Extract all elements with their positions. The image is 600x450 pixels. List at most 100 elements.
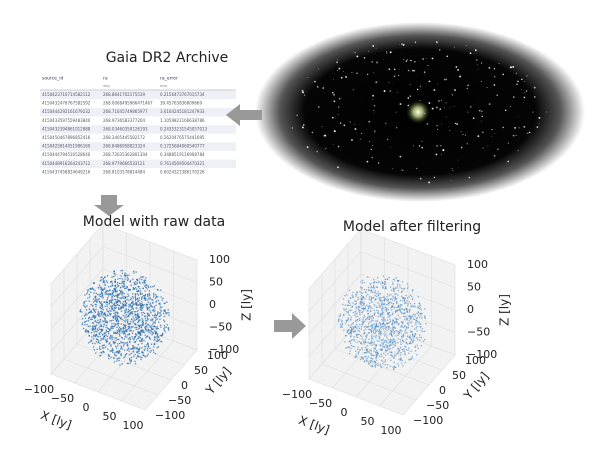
point [383, 303, 386, 305]
point [386, 303, 388, 306]
point [388, 315, 391, 317]
point [81, 323, 83, 326]
point [419, 304, 421, 306]
point [124, 342, 126, 344]
point [399, 307, 401, 309]
point [93, 349, 95, 351]
point [134, 363, 137, 365]
point [389, 351, 391, 353]
point [135, 326, 138, 329]
point [121, 292, 123, 294]
star [479, 109, 481, 112]
point [364, 298, 366, 300]
star [468, 176, 470, 179]
point [126, 286, 128, 288]
point [411, 321, 413, 323]
point [360, 303, 363, 305]
point [137, 312, 139, 315]
point [366, 318, 368, 320]
point [113, 298, 115, 301]
point [406, 327, 408, 329]
table-cell: 0.7614569504470321 [160, 161, 205, 166]
point [129, 362, 131, 364]
point [153, 346, 155, 348]
point [371, 315, 373, 318]
star [366, 73, 369, 76]
point [411, 325, 413, 327]
point [127, 315, 129, 318]
point [391, 328, 394, 330]
point [162, 297, 164, 300]
star [476, 64, 478, 66]
point [102, 307, 104, 309]
point [147, 296, 149, 298]
point [394, 317, 397, 320]
point [354, 330, 356, 333]
point [404, 300, 406, 302]
point [353, 327, 355, 329]
point [365, 289, 368, 291]
point [143, 295, 145, 297]
point [139, 307, 141, 309]
point [370, 341, 372, 344]
point [102, 326, 105, 328]
star [317, 86, 319, 88]
point [110, 310, 112, 312]
point [124, 273, 126, 276]
point [106, 281, 108, 284]
point [107, 290, 110, 292]
point [393, 333, 395, 335]
point [138, 320, 140, 322]
point [114, 281, 116, 283]
point [348, 328, 350, 331]
point [405, 341, 408, 343]
point [381, 325, 383, 328]
point [159, 302, 161, 304]
point [401, 324, 403, 326]
point [405, 342, 407, 344]
point [144, 298, 147, 300]
point [389, 341, 391, 343]
point [153, 292, 155, 295]
star [354, 124, 355, 125]
point [417, 312, 420, 314]
point [357, 346, 359, 348]
point [381, 281, 383, 283]
point [115, 323, 117, 325]
point [103, 320, 105, 323]
point [113, 357, 115, 359]
point [122, 303, 125, 306]
point [380, 366, 383, 368]
point [126, 302, 128, 304]
point [371, 330, 373, 333]
point [376, 339, 378, 342]
point [419, 339, 421, 341]
point [364, 291, 367, 293]
point [108, 302, 111, 304]
point [389, 341, 392, 343]
point [141, 314, 143, 316]
point [141, 356, 143, 359]
point [377, 315, 379, 318]
point [131, 313, 134, 315]
point [115, 287, 118, 289]
point [139, 319, 141, 321]
point [147, 301, 150, 303]
point [409, 303, 412, 305]
point [418, 321, 420, 323]
point [419, 334, 421, 336]
point [389, 314, 392, 317]
point [412, 318, 415, 320]
point [108, 307, 111, 310]
point [370, 342, 372, 345]
point [87, 330, 89, 332]
point [356, 291, 358, 293]
point [104, 320, 106, 322]
point [148, 290, 150, 292]
star [424, 73, 426, 75]
point [112, 349, 114, 352]
point [79, 309, 82, 311]
point [360, 301, 362, 304]
point [112, 303, 115, 306]
table-cell: 3.6164245181247933 [160, 109, 205, 114]
